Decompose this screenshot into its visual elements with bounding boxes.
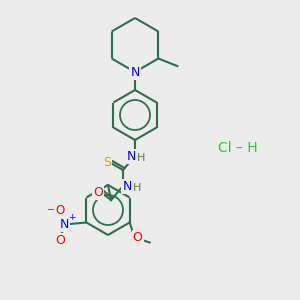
Text: N: N xyxy=(122,179,132,193)
Text: H: H xyxy=(133,183,141,193)
Text: N: N xyxy=(126,149,136,163)
Text: O: O xyxy=(133,231,142,244)
Text: O: O xyxy=(93,185,103,199)
Text: H: H xyxy=(137,153,145,163)
Text: N: N xyxy=(60,218,69,231)
Text: +: + xyxy=(68,213,75,222)
Text: Cl – H: Cl – H xyxy=(218,141,258,155)
Text: −: − xyxy=(47,205,56,214)
Text: O: O xyxy=(56,204,65,217)
Text: S: S xyxy=(103,155,111,169)
Text: N: N xyxy=(130,65,140,79)
Text: O: O xyxy=(56,234,65,247)
